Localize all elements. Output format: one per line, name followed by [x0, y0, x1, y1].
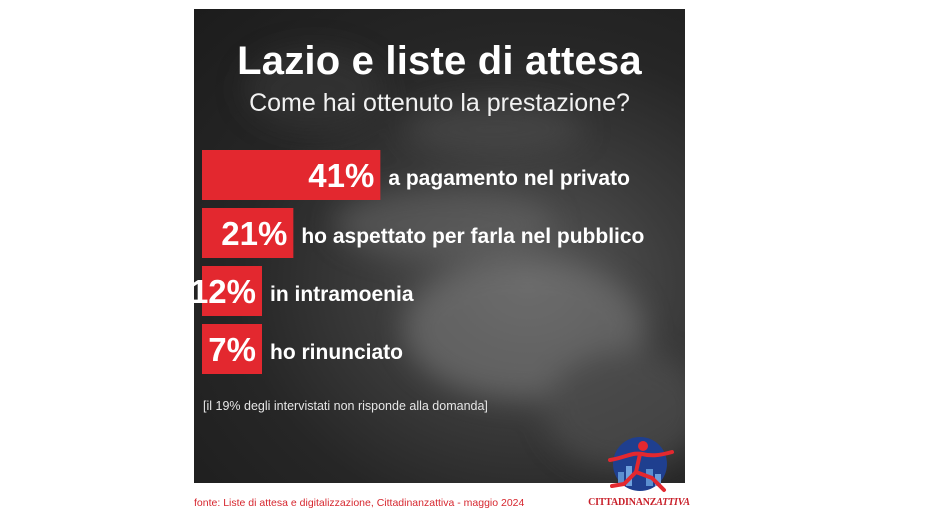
- category-label-ho-aspettato-per-farla-nel-pubblico: ho aspettato per farla nel pubblico: [301, 225, 644, 248]
- category-label-a-pagamento-nel-privato: a pagamento nel privato: [388, 167, 630, 190]
- cittadinanzattiva-logo: CITTADINANZATTIVA: [588, 432, 690, 510]
- chart-subtitle: Come hai ottenuto la prestazione?: [249, 89, 630, 117]
- value-label-ho-rinunciato: 7%: [208, 331, 256, 368]
- bar-ho-rinunciato: [202, 324, 262, 374]
- footnote: [il 19% degli intervistati non risponde …: [203, 399, 488, 413]
- logo-text: CITTADINANZATTIVA: [588, 497, 690, 508]
- category-label-in-intramoenia: in intramoenia: [270, 283, 414, 306]
- bar-in-intramoenia: [202, 266, 262, 316]
- chart-title: Lazio e liste di attesa: [237, 39, 642, 83]
- running-figure-logo-icon: [608, 437, 674, 492]
- source-note: fonte: Liste di attesa e digitalizzazion…: [194, 497, 525, 509]
- bar-ho-aspettato-per-farla-nel-pubblico: [202, 208, 294, 258]
- value-label-ho-aspettato-per-farla-nel-pubblico: 21%: [221, 215, 287, 252]
- value-label-a-pagamento-nel-privato: 41%: [308, 157, 374, 194]
- infographic-card: Lazio e liste di attesa Come hai ottenut…: [194, 9, 685, 483]
- bar-a-pagamento-nel-privato: [202, 150, 381, 200]
- category-label-ho-rinunciato: ho rinunciato: [270, 341, 403, 364]
- value-label-in-intramoenia: 12%: [194, 273, 256, 310]
- bar-chart: 41% a pagamento nel privato 21% ho aspettat…: [194, 150, 644, 374]
